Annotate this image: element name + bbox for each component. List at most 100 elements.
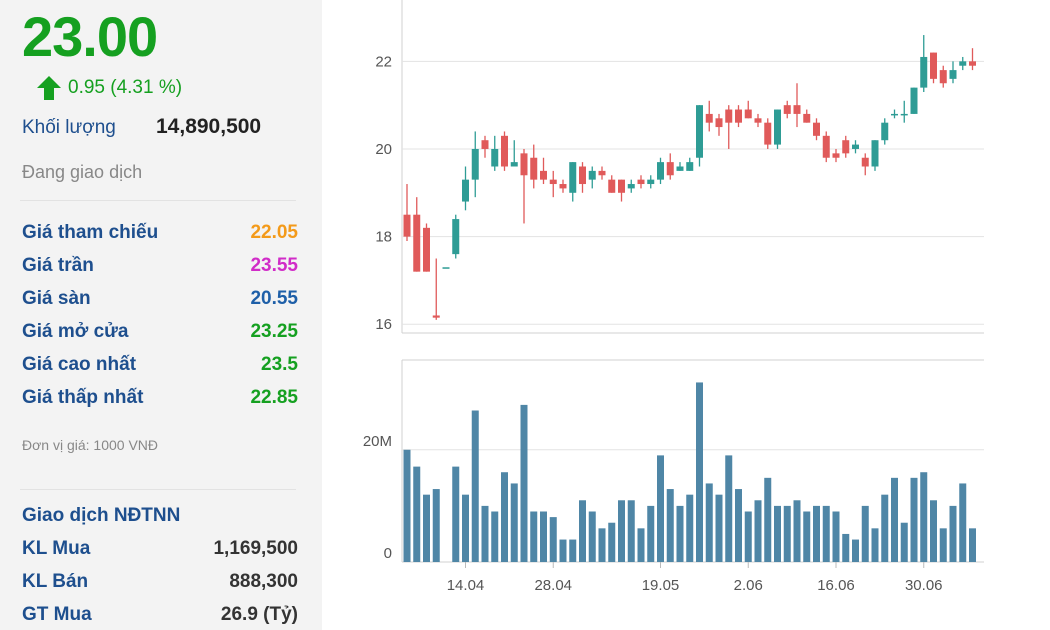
candle-body bbox=[540, 170, 547, 180]
candle bbox=[442, 267, 450, 269]
price-volume-chart: 22 20 18 16 20M 0 14.04 28.04 19.05 2.06 16.06 30… bbox=[363, 0, 984, 594]
candle bbox=[920, 35, 928, 93]
candle bbox=[774, 109, 781, 149]
candle-body bbox=[969, 61, 976, 66]
price-row-floor: Giá sàn 20.55 bbox=[22, 287, 298, 311]
volume-bar bbox=[764, 477, 772, 562]
candle-body bbox=[783, 105, 791, 114]
volume-bar bbox=[949, 505, 957, 562]
candle-body bbox=[588, 170, 596, 180]
price-row-value: 23.55 bbox=[250, 255, 298, 276]
candle bbox=[803, 109, 811, 123]
candle-body bbox=[549, 179, 557, 185]
price-row-label: Giá thấp nhất bbox=[22, 387, 144, 408]
volume-bar bbox=[822, 505, 830, 562]
volume-value: 14,890,500 bbox=[156, 115, 262, 138]
volume-bar bbox=[813, 505, 820, 562]
volume-bar bbox=[452, 466, 460, 562]
candle bbox=[540, 157, 547, 185]
candle bbox=[481, 135, 489, 158]
volume-bar bbox=[471, 410, 479, 562]
volume-bar bbox=[881, 494, 889, 562]
volume-bar bbox=[803, 511, 811, 562]
candle-body bbox=[871, 140, 879, 167]
candle-body bbox=[735, 109, 742, 123]
candle bbox=[423, 223, 430, 272]
candle-body bbox=[569, 162, 577, 193]
volume-bar bbox=[939, 528, 947, 562]
candle-body bbox=[822, 135, 830, 158]
candle-body bbox=[813, 122, 820, 136]
candle bbox=[969, 48, 976, 71]
volume-bar bbox=[910, 477, 918, 562]
price-change-text: 0.95 (4.31 %) bbox=[68, 77, 183, 98]
volume-bar bbox=[920, 472, 928, 562]
price-row-high: Giá cao nhất 23.5 bbox=[22, 353, 298, 377]
volume-bar bbox=[969, 528, 976, 562]
candle-body bbox=[481, 140, 489, 149]
volume-bar bbox=[686, 494, 694, 562]
volume-bar bbox=[959, 483, 967, 562]
volume-bar bbox=[481, 505, 489, 562]
foreign-row-label: KL Bán bbox=[22, 571, 89, 592]
candle bbox=[618, 179, 625, 202]
arrow-up-icon bbox=[37, 76, 61, 100]
foreign-row-label: KL Mua bbox=[22, 538, 91, 559]
volume-bar bbox=[510, 483, 518, 562]
foreign-row-value: 1,169,500 bbox=[213, 538, 298, 559]
foreign-row-buy-value: GT Mua 26.9 (Tỷ) bbox=[22, 603, 298, 627]
candle-body bbox=[705, 113, 713, 123]
price-row-low: Giá thấp nhất 22.85 bbox=[22, 386, 298, 410]
volume-bar bbox=[627, 500, 635, 562]
candle-body bbox=[881, 122, 889, 141]
candle bbox=[891, 109, 898, 119]
volume-bar bbox=[793, 500, 801, 562]
candle bbox=[842, 135, 850, 158]
candle bbox=[452, 214, 460, 259]
candle-body bbox=[744, 109, 752, 119]
volume-bar bbox=[744, 511, 752, 562]
candle-body bbox=[754, 118, 762, 123]
volume-bar bbox=[540, 511, 547, 562]
candle-body bbox=[501, 135, 508, 167]
price-unit-note: Đơn vị giá: 1000 VNĐ bbox=[22, 437, 159, 453]
volume-bar bbox=[715, 494, 723, 562]
candle-body bbox=[598, 170, 606, 176]
candle bbox=[403, 184, 411, 241]
price-row-ceiling: Giá trần 23.55 bbox=[22, 254, 298, 278]
volume-bar bbox=[666, 489, 674, 562]
candle-body bbox=[520, 153, 528, 176]
candle-body bbox=[696, 105, 703, 158]
candle bbox=[725, 105, 733, 149]
volume-bar bbox=[637, 528, 645, 562]
candle bbox=[530, 144, 538, 189]
candle-body bbox=[832, 153, 840, 158]
candle-body bbox=[657, 162, 664, 180]
candle bbox=[588, 166, 596, 189]
candle-body bbox=[891, 113, 898, 116]
candle-body bbox=[413, 214, 421, 272]
candle bbox=[598, 166, 606, 180]
date-tick-label: 2.06 bbox=[734, 577, 763, 594]
volume-bar bbox=[774, 505, 781, 562]
candle bbox=[881, 118, 889, 145]
candle-body bbox=[403, 214, 411, 237]
trading-status: Đang giao dịch bbox=[22, 162, 143, 182]
volume-bar bbox=[491, 511, 499, 562]
candle bbox=[939, 65, 947, 88]
candle-body bbox=[920, 56, 928, 88]
foreign-row-sell-volume: KL Bán 888,300 bbox=[22, 570, 298, 594]
candle bbox=[764, 118, 772, 149]
candle-body bbox=[618, 179, 625, 193]
volume-bar bbox=[930, 500, 937, 562]
candle-body bbox=[715, 118, 723, 128]
volume-bar bbox=[413, 466, 421, 562]
volume-bar bbox=[754, 500, 762, 562]
candle bbox=[432, 258, 440, 320]
price-row-label: Giá cao nhất bbox=[22, 354, 137, 375]
candle-body bbox=[959, 61, 967, 66]
date-tick-label: 14.04 bbox=[447, 577, 485, 594]
candle bbox=[647, 175, 655, 189]
candle bbox=[462, 166, 469, 211]
candle bbox=[930, 52, 937, 84]
